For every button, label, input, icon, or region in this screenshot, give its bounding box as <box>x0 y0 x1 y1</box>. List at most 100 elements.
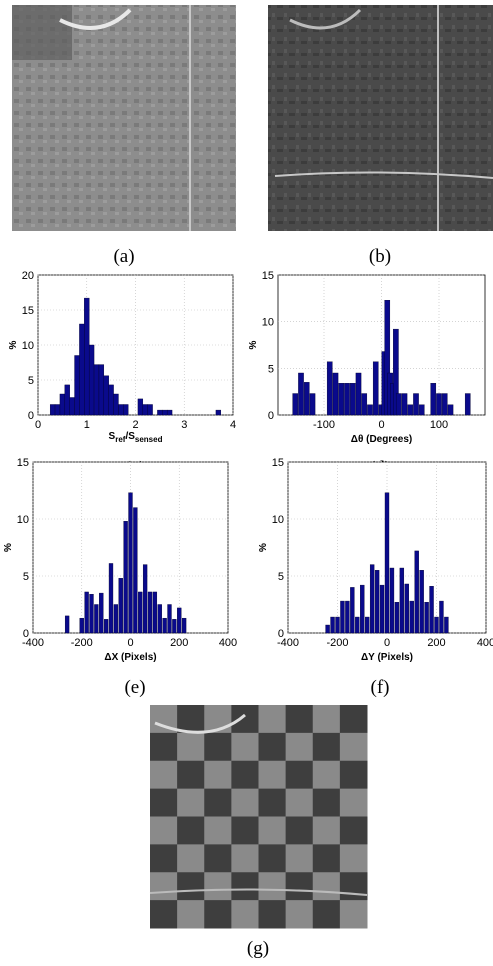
y-tick-label: 0 <box>268 410 274 422</box>
x-axis-label: ΔX (Pixels) <box>104 652 156 663</box>
bar <box>345 600 350 634</box>
y-tick-label: 10 <box>22 340 34 352</box>
bar <box>93 364 100 416</box>
y-tick-label: 0 <box>278 628 284 640</box>
bar <box>434 616 439 634</box>
bar <box>429 586 434 634</box>
bar <box>64 615 70 634</box>
bar <box>118 404 124 416</box>
bar <box>372 361 379 416</box>
bar <box>355 616 360 634</box>
x-axis-label: Δθ (Degrees) <box>351 434 413 445</box>
y-tick-label: 5 <box>278 571 284 583</box>
bar <box>74 355 80 416</box>
bar <box>172 619 177 634</box>
bar <box>439 600 444 634</box>
bar <box>138 591 143 634</box>
bar <box>367 404 373 416</box>
caption: (b) <box>369 246 391 267</box>
bar <box>157 604 162 634</box>
bar <box>436 393 442 416</box>
bar <box>79 323 85 416</box>
bar <box>441 393 448 416</box>
bar <box>162 617 167 634</box>
x-tick-label: 4 <box>230 419 236 431</box>
bar <box>355 372 362 416</box>
bar <box>349 383 356 416</box>
x-tick-label: -400 <box>22 637 44 649</box>
bar <box>379 584 385 634</box>
chart: 0 5 10 15 -400 -200 0 200 400% ΔY (Pixels) <box>258 457 493 663</box>
bar <box>99 592 104 634</box>
bar <box>103 375 109 416</box>
bar <box>59 393 66 416</box>
bar <box>84 297 90 416</box>
x-tick-label: 0 <box>127 637 133 649</box>
bar <box>444 616 449 634</box>
image-a <box>12 5 236 231</box>
bar <box>167 604 172 634</box>
bar <box>413 393 419 416</box>
bar <box>142 404 148 416</box>
chart: 0 5 10 15 20 0 1 2 3 4% Sref/Ssensed <box>8 270 236 444</box>
caption: (e) <box>124 677 145 698</box>
x-axis-label-part: sensed <box>135 435 163 444</box>
image-g <box>149 705 368 929</box>
y-tick-label: 15 <box>22 305 34 317</box>
bar <box>447 404 454 416</box>
bar <box>404 583 409 634</box>
bar <box>157 409 163 416</box>
bar <box>325 624 330 634</box>
bar <box>69 397 75 416</box>
x-axis-label: Sref/Ssensed <box>109 431 163 444</box>
bar <box>401 393 408 416</box>
y-axis-label: % <box>258 543 269 552</box>
y-tick-label: 5 <box>268 363 274 375</box>
y-tick-label: 0 <box>23 628 29 640</box>
bar <box>424 602 429 634</box>
x-axis-label-part: ref <box>115 435 126 444</box>
x-tick-label: -200 <box>326 637 348 649</box>
y-tick-label: 10 <box>262 317 274 329</box>
y-tick-label: 5 <box>23 571 29 583</box>
y-tick-label: 10 <box>17 514 29 526</box>
bar <box>393 328 399 416</box>
bar <box>103 619 109 634</box>
x-axis-label: ΔY (Pixels) <box>361 652 413 663</box>
x-tick-label: 3 <box>181 419 187 431</box>
bar <box>340 600 345 634</box>
bar <box>113 604 119 634</box>
x-tick-label: -400 <box>277 637 299 649</box>
bar <box>389 567 395 634</box>
bar <box>309 393 316 416</box>
bar <box>298 372 304 416</box>
bar <box>177 607 182 634</box>
y-tick-label: 10 <box>272 514 284 526</box>
x-tick-label: 100 <box>430 419 448 431</box>
bar <box>98 364 105 416</box>
bar <box>326 361 333 416</box>
caption: (a) <box>113 246 134 267</box>
bar <box>350 587 355 634</box>
x-tick-label: -100 <box>313 419 335 431</box>
bar <box>49 404 56 416</box>
bar <box>464 393 471 416</box>
y-tick-label: 20 <box>22 270 34 282</box>
x-axis-label-part: S <box>109 431 116 442</box>
x-tick-label: 2 <box>132 419 138 431</box>
y-tick-label: 15 <box>272 457 284 469</box>
bar <box>79 617 84 634</box>
bar <box>369 564 375 634</box>
x-tick-label: 400 <box>219 637 237 649</box>
bar <box>152 591 158 634</box>
bar <box>123 521 128 634</box>
bar <box>430 383 437 416</box>
bar <box>407 404 414 416</box>
image-b <box>268 5 493 231</box>
bar <box>394 602 400 634</box>
chart: 0 5 10 15 -100 0 100% Δθ (Degrees) <box>248 270 486 445</box>
x-tick-label: -200 <box>71 637 93 649</box>
bar <box>361 393 368 416</box>
